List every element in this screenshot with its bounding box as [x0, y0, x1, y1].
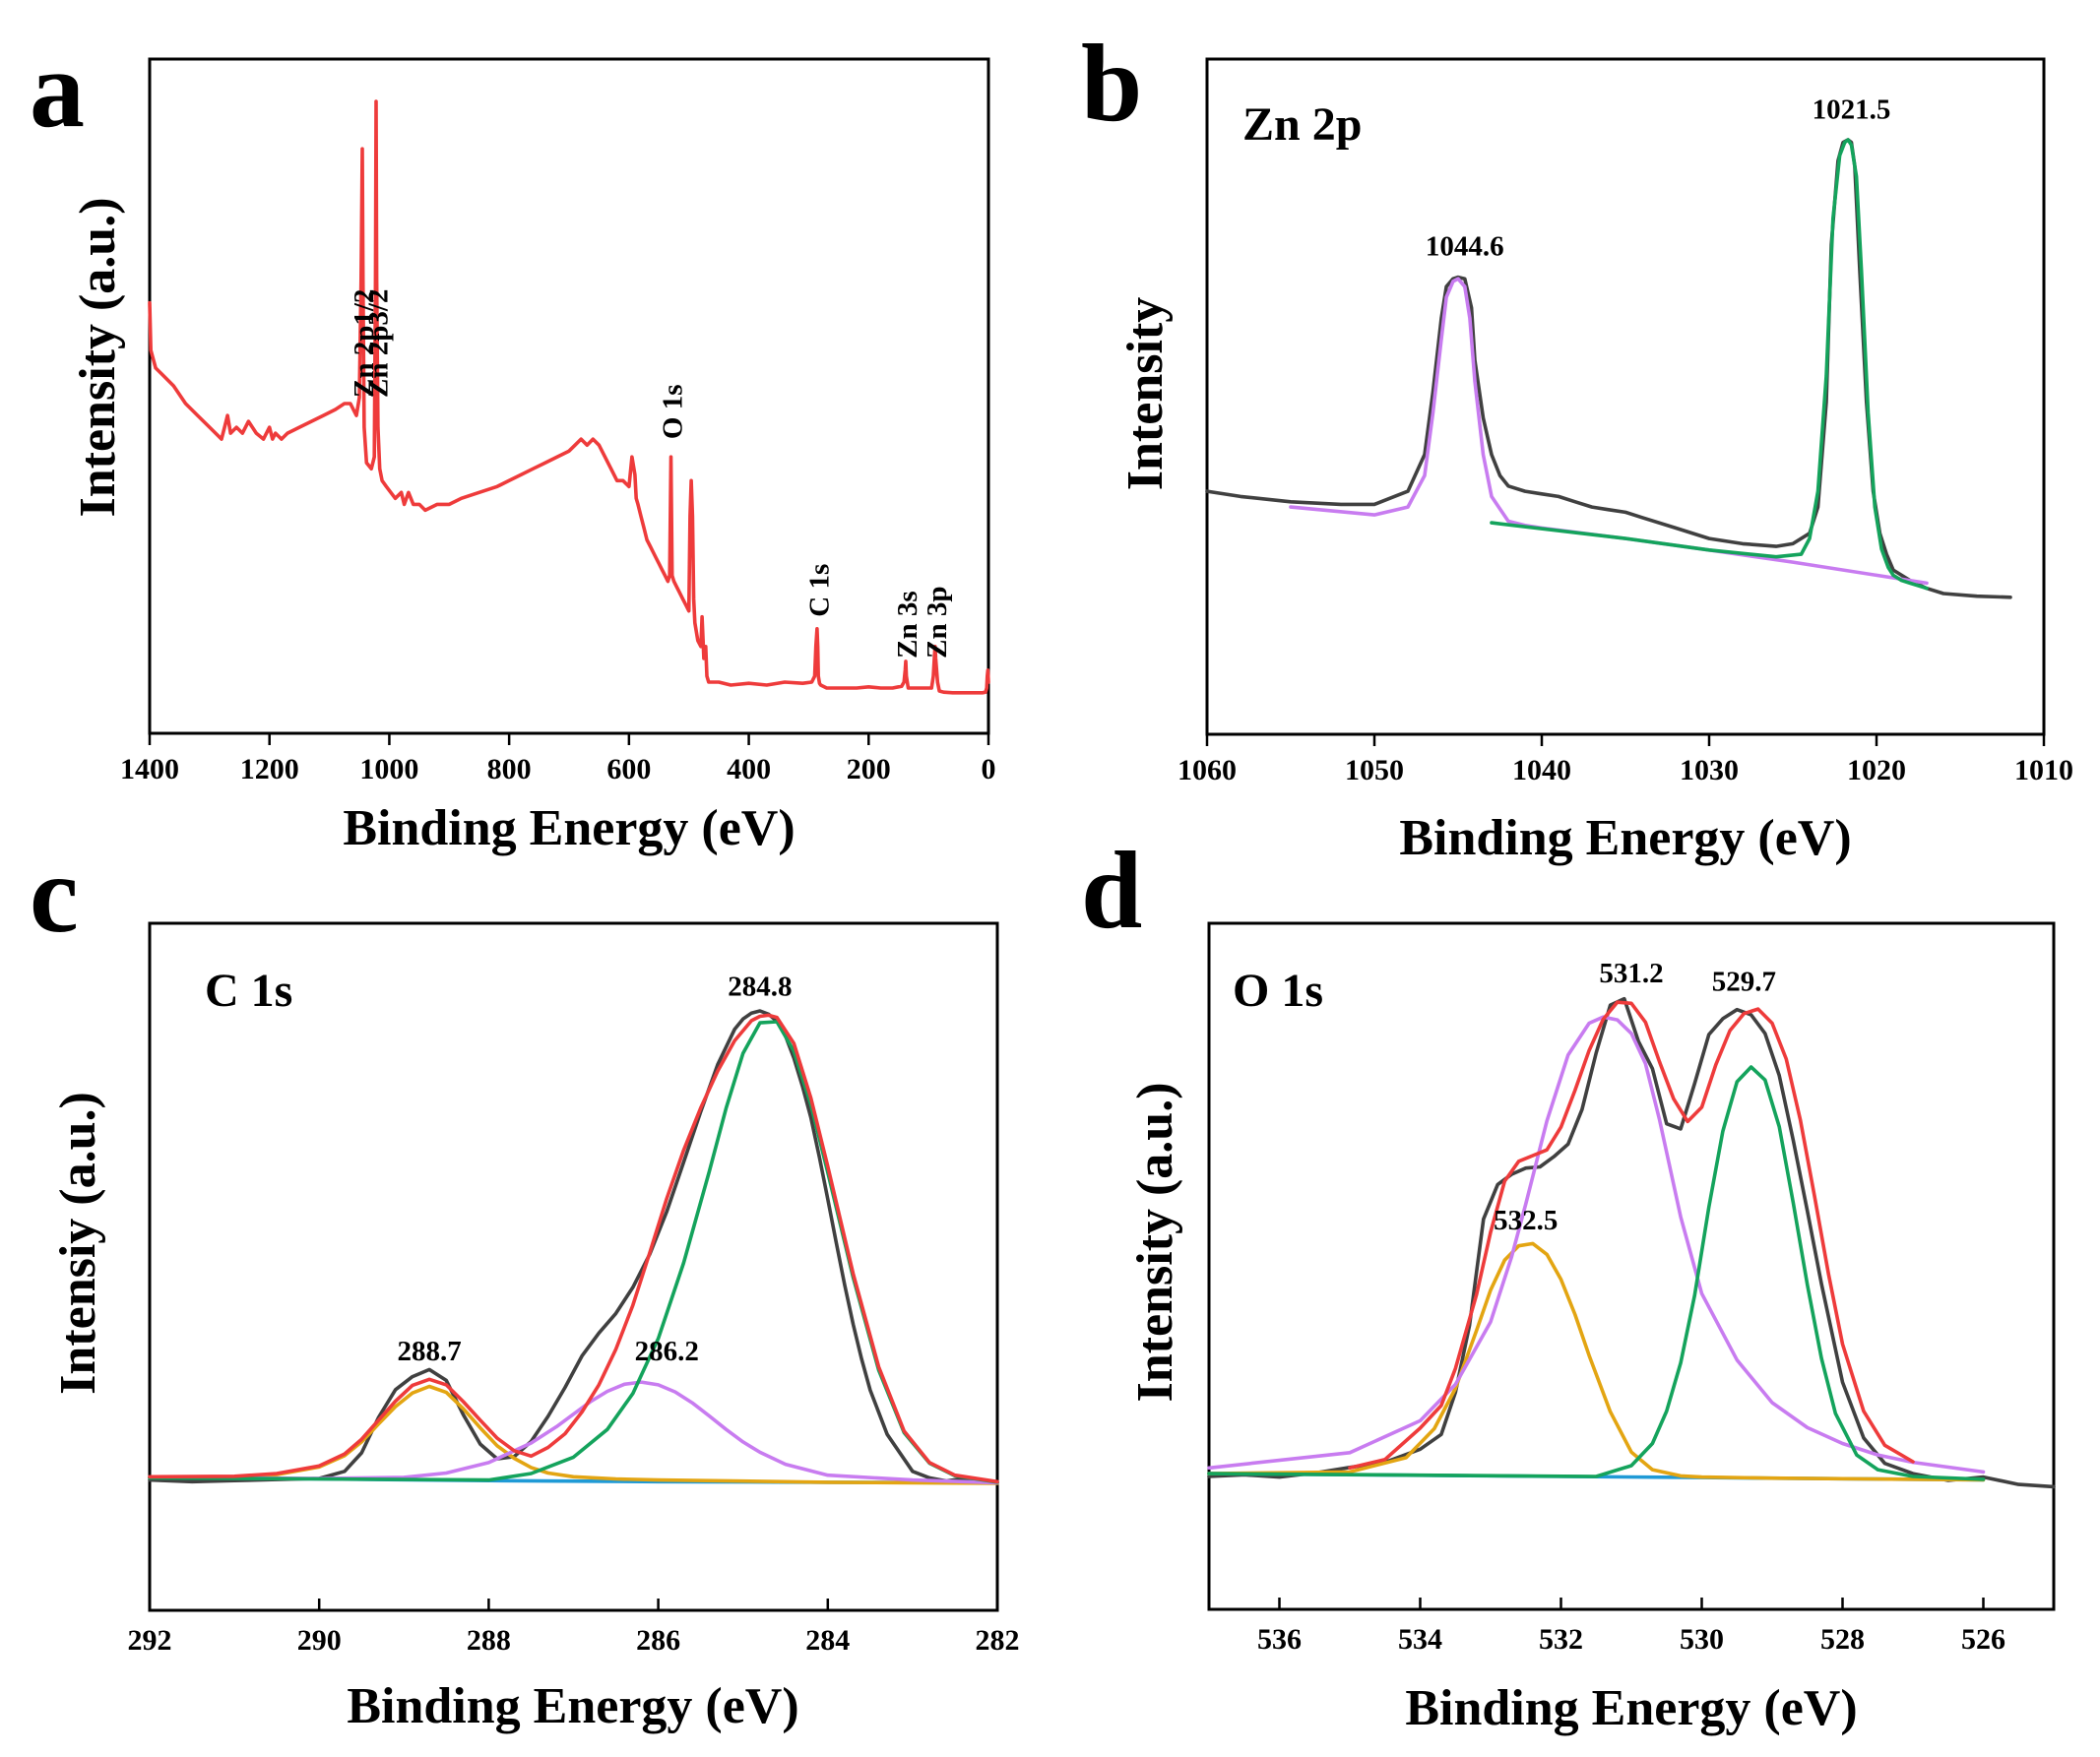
- x-tick-label-c-290: 290: [297, 1624, 342, 1657]
- series-b-raw: [1205, 138, 2012, 599]
- series-d-fit-532-5: [1207, 1241, 1986, 1482]
- x-tick-label-d-534: 534: [1398, 1623, 1442, 1656]
- annotation-b-1044-6: 1044.6: [1426, 230, 1504, 262]
- x-tick-label-b-1050: 1050: [1345, 754, 1404, 786]
- panel-title-c: C 1s: [205, 965, 292, 1017]
- marks-b: [1205, 138, 2012, 599]
- marks-a: [148, 99, 990, 695]
- annotation-a-zn-2p1-2: Zn 2p1/2: [349, 289, 380, 398]
- x-tick-label-d-536: 536: [1257, 1623, 1302, 1656]
- ticks-c: 292 290 288 286 284 282: [128, 1599, 1020, 1657]
- x-tick-label-d-528: 528: [1820, 1623, 1865, 1656]
- x-tick-label-a-400: 400: [727, 753, 771, 785]
- annotation-a-zn-2p3-2: Zn 2p3/2: [363, 289, 395, 398]
- annotation-a-o-1s: O 1s: [658, 385, 689, 440]
- annotations-d: 532.5 531.2 529.7: [1494, 958, 1776, 1236]
- panel-letter-d: d: [1081, 830, 1142, 952]
- x-tick-label-a-1000: 1000: [359, 753, 418, 785]
- annotation-a-zn-3p: Zn 3p: [922, 587, 953, 659]
- series-c-fit-286-2: [148, 1380, 999, 1485]
- panel-letter-c: c: [30, 834, 79, 956]
- y-axis-label-c: Intensiy (a.u.): [50, 1092, 106, 1395]
- x-tick-label-a-800: 800: [487, 753, 532, 785]
- x-tick-label-c-282: 282: [976, 1624, 1020, 1657]
- x-axis-label-d: Binding Energy (eV): [1405, 1680, 1857, 1736]
- series-d-envelope: [1348, 1000, 1915, 1471]
- annotations-c: 288.7 286.2 284.8: [397, 972, 792, 1368]
- annotation-c-284-8: 284.8: [728, 972, 792, 1003]
- panel-letter-a: a: [30, 29, 85, 151]
- plot-frame-d: [1207, 921, 2056, 1611]
- ticks-a: 1400 1200 1000 800 600 400 200 0: [120, 733, 996, 785]
- x-axis-label-b: Binding Energy (eV): [1399, 810, 1851, 866]
- plot-frame-b: [1205, 57, 2046, 736]
- x-axis-label-a: Binding Energy (eV): [343, 800, 795, 856]
- series-c-envelope: [148, 1013, 999, 1484]
- panel-letter-b: b: [1081, 23, 1142, 145]
- annotation-c-286-2: 286.2: [635, 1336, 699, 1367]
- series-c-fit-288-7: [148, 1384, 999, 1485]
- annotation-a-c-1s: C 1s: [804, 564, 836, 617]
- panel-title-d: O 1s: [1233, 965, 1323, 1017]
- series-c-raw: [148, 1009, 999, 1485]
- annotation-c-288-7: 288.7: [397, 1336, 461, 1367]
- annotation-d-531-2: 531.2: [1599, 958, 1663, 989]
- series-a-survey: [148, 99, 990, 695]
- panel-a-survey: a 1400 1200 1000 800 600 400 200 0 Zn 2p1/2Zn 2…: [30, 29, 996, 856]
- x-tick-label-a-200: 200: [847, 753, 891, 785]
- x-tick-label-a-1400: 1400: [120, 753, 179, 785]
- series-d-raw: [1207, 996, 2056, 1489]
- ticks-b: 1060 1050 1040 1030 1020 1010: [1177, 734, 2073, 786]
- panel-d-o1s: d O 1s 536 534 532 530 528 526 532.5 531.2 529.…: [1081, 830, 2056, 1736]
- annotation-b-1021-5: 1021.5: [1813, 94, 1891, 126]
- x-tick-label-c-286: 286: [636, 1624, 680, 1657]
- y-axis-label-d: Intensity (a.u.): [1127, 1082, 1183, 1402]
- series-b-fit-1021-5: [1490, 138, 1929, 591]
- annotation-a-zn-3s: Zn 3s: [892, 591, 923, 659]
- x-tick-label-b-1030: 1030: [1680, 754, 1739, 786]
- x-tick-label-b-1010: 1010: [2014, 754, 2073, 786]
- x-axis-label-c: Binding Energy (eV): [347, 1678, 798, 1734]
- panel-c-c1s: c C 1s 292 290 288 286 284 282 288.7 286.2 284.…: [30, 834, 1020, 1734]
- x-tick-label-c-292: 292: [128, 1624, 172, 1657]
- x-tick-label-d-530: 530: [1680, 1623, 1724, 1656]
- panel-title-b: Zn 2p: [1242, 98, 1362, 151]
- series-d-fit-529-7: [1207, 1065, 1986, 1481]
- y-axis-label-a: Intensity (a.u.): [70, 197, 126, 517]
- x-tick-label-a-600: 600: [606, 753, 651, 785]
- x-tick-label-a-0: 0: [982, 753, 996, 785]
- y-axis-label-b: Intensity: [1117, 297, 1174, 490]
- plot-frame-a: [148, 57, 990, 735]
- marks-c: [148, 1009, 999, 1485]
- annotations-b: 1044.6 1021.5: [1426, 94, 1890, 263]
- ticks-d: 536 534 532 530 528 526: [1257, 1598, 2005, 1656]
- x-tick-label-c-284: 284: [805, 1624, 850, 1657]
- series-d-fit-531-2: [1207, 1015, 1986, 1475]
- x-tick-label-d-532: 532: [1539, 1623, 1583, 1656]
- x-tick-label-b-1060: 1060: [1177, 754, 1237, 786]
- x-tick-label-b-1020: 1020: [1847, 754, 1906, 786]
- annotation-d-532-5: 532.5: [1494, 1205, 1558, 1236]
- plot-frame-c: [148, 921, 999, 1612]
- x-tick-label-d-526: 526: [1961, 1623, 2005, 1656]
- x-tick-label-c-288: 288: [467, 1624, 511, 1657]
- x-tick-label-b-1040: 1040: [1512, 754, 1571, 786]
- x-tick-label-a-1200: 1200: [240, 753, 299, 785]
- annotation-d-529-7: 529.7: [1712, 967, 1776, 998]
- panel-b-zn2p: b Zn 2p 1060 1050 1040 1030 1020 1010 1044.61…: [1081, 23, 2073, 866]
- marks-d: [1207, 996, 2056, 1489]
